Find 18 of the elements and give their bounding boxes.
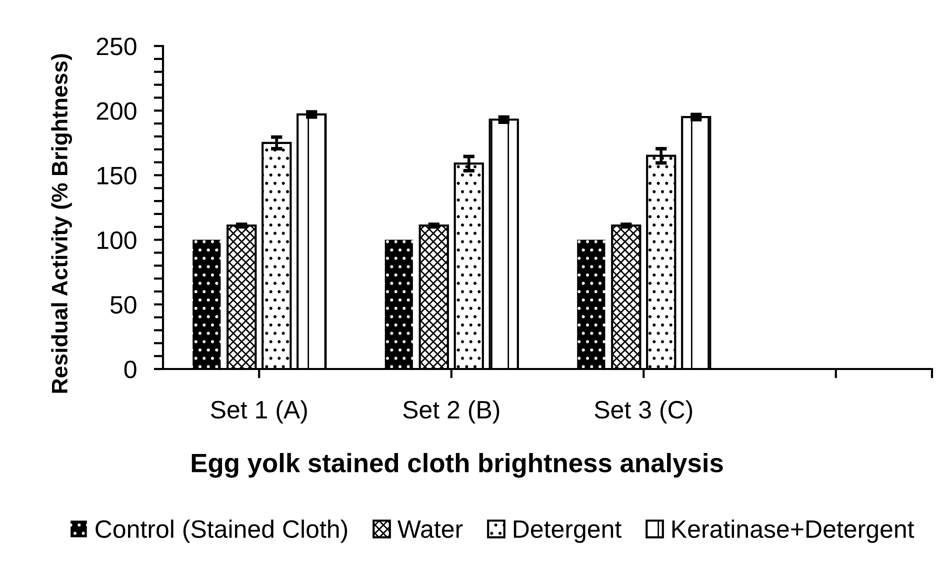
y-axis-title: Residual Activity (% Brightness) xyxy=(51,54,72,393)
bar xyxy=(577,240,606,369)
legend-label: Water xyxy=(397,520,463,538)
legend-label: Control (Stained Cloth) xyxy=(96,520,348,543)
bar xyxy=(384,240,413,369)
x-tick-label: Set 2 (B) xyxy=(403,400,500,424)
y-tick-label: 100 xyxy=(98,231,136,250)
legend-label: Detergent xyxy=(514,520,622,543)
x-tick-label: Set 3 (C) xyxy=(594,400,692,424)
bar xyxy=(192,240,221,369)
y-tick-label: 0 xyxy=(124,360,136,378)
legend-label: Keratinase+Detergent xyxy=(672,520,914,543)
x-tick-label: Set 1 (A) xyxy=(210,400,307,424)
y-tick-label: 150 xyxy=(98,166,136,185)
y-tick-label: 200 xyxy=(96,102,136,120)
y-tick-label: 250 xyxy=(96,38,136,56)
x-axis-title: Egg yolk stained cloth brightness analysis xyxy=(192,453,723,478)
y-tick-label: 50 xyxy=(110,296,136,314)
